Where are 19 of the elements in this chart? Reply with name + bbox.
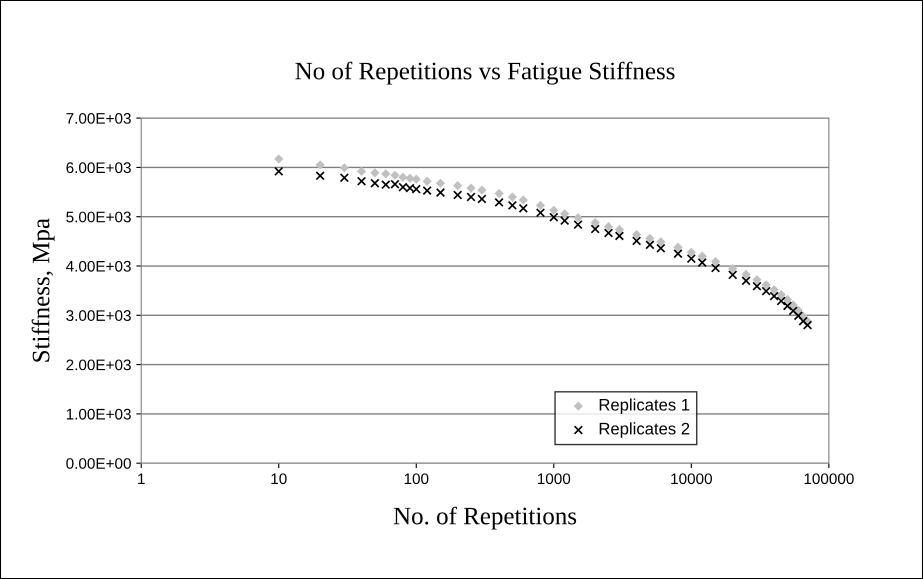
x-tick-label: 100000 (804, 473, 854, 484)
legend-label: Replicates 2 (600, 422, 690, 438)
y-tick-label: 3.00E+03 (66, 310, 131, 321)
y-tick-label: 2.00E+03 (66, 359, 131, 370)
y-tick-label: 0.00E+00 (66, 458, 131, 469)
y-tick-label: 5.00E+03 (66, 212, 131, 222)
x-tick-label: 100 (404, 473, 428, 484)
y-tick-label: 4.00E+03 (66, 260, 131, 272)
x-tick-label: 10 (271, 473, 287, 484)
y-axis-title: Stiffness, Mpa (32, 218, 55, 362)
x-tick-label: 1 (138, 473, 145, 484)
y-tick-label: 6.00E+03 (66, 162, 131, 174)
legend-label: Replicates 1 (600, 398, 690, 414)
x-tick-label: 1000 (538, 473, 570, 484)
x-axis-title: No. of Repetitions (394, 506, 576, 530)
chart-title: No of Repetitions vs Fatigue Stiffness (295, 62, 675, 85)
y-tick-label: 1.00E+03 (66, 408, 131, 420)
y-tick-label: 7.00E+03 (66, 112, 131, 124)
x-tick-label: 10000 (671, 473, 712, 484)
